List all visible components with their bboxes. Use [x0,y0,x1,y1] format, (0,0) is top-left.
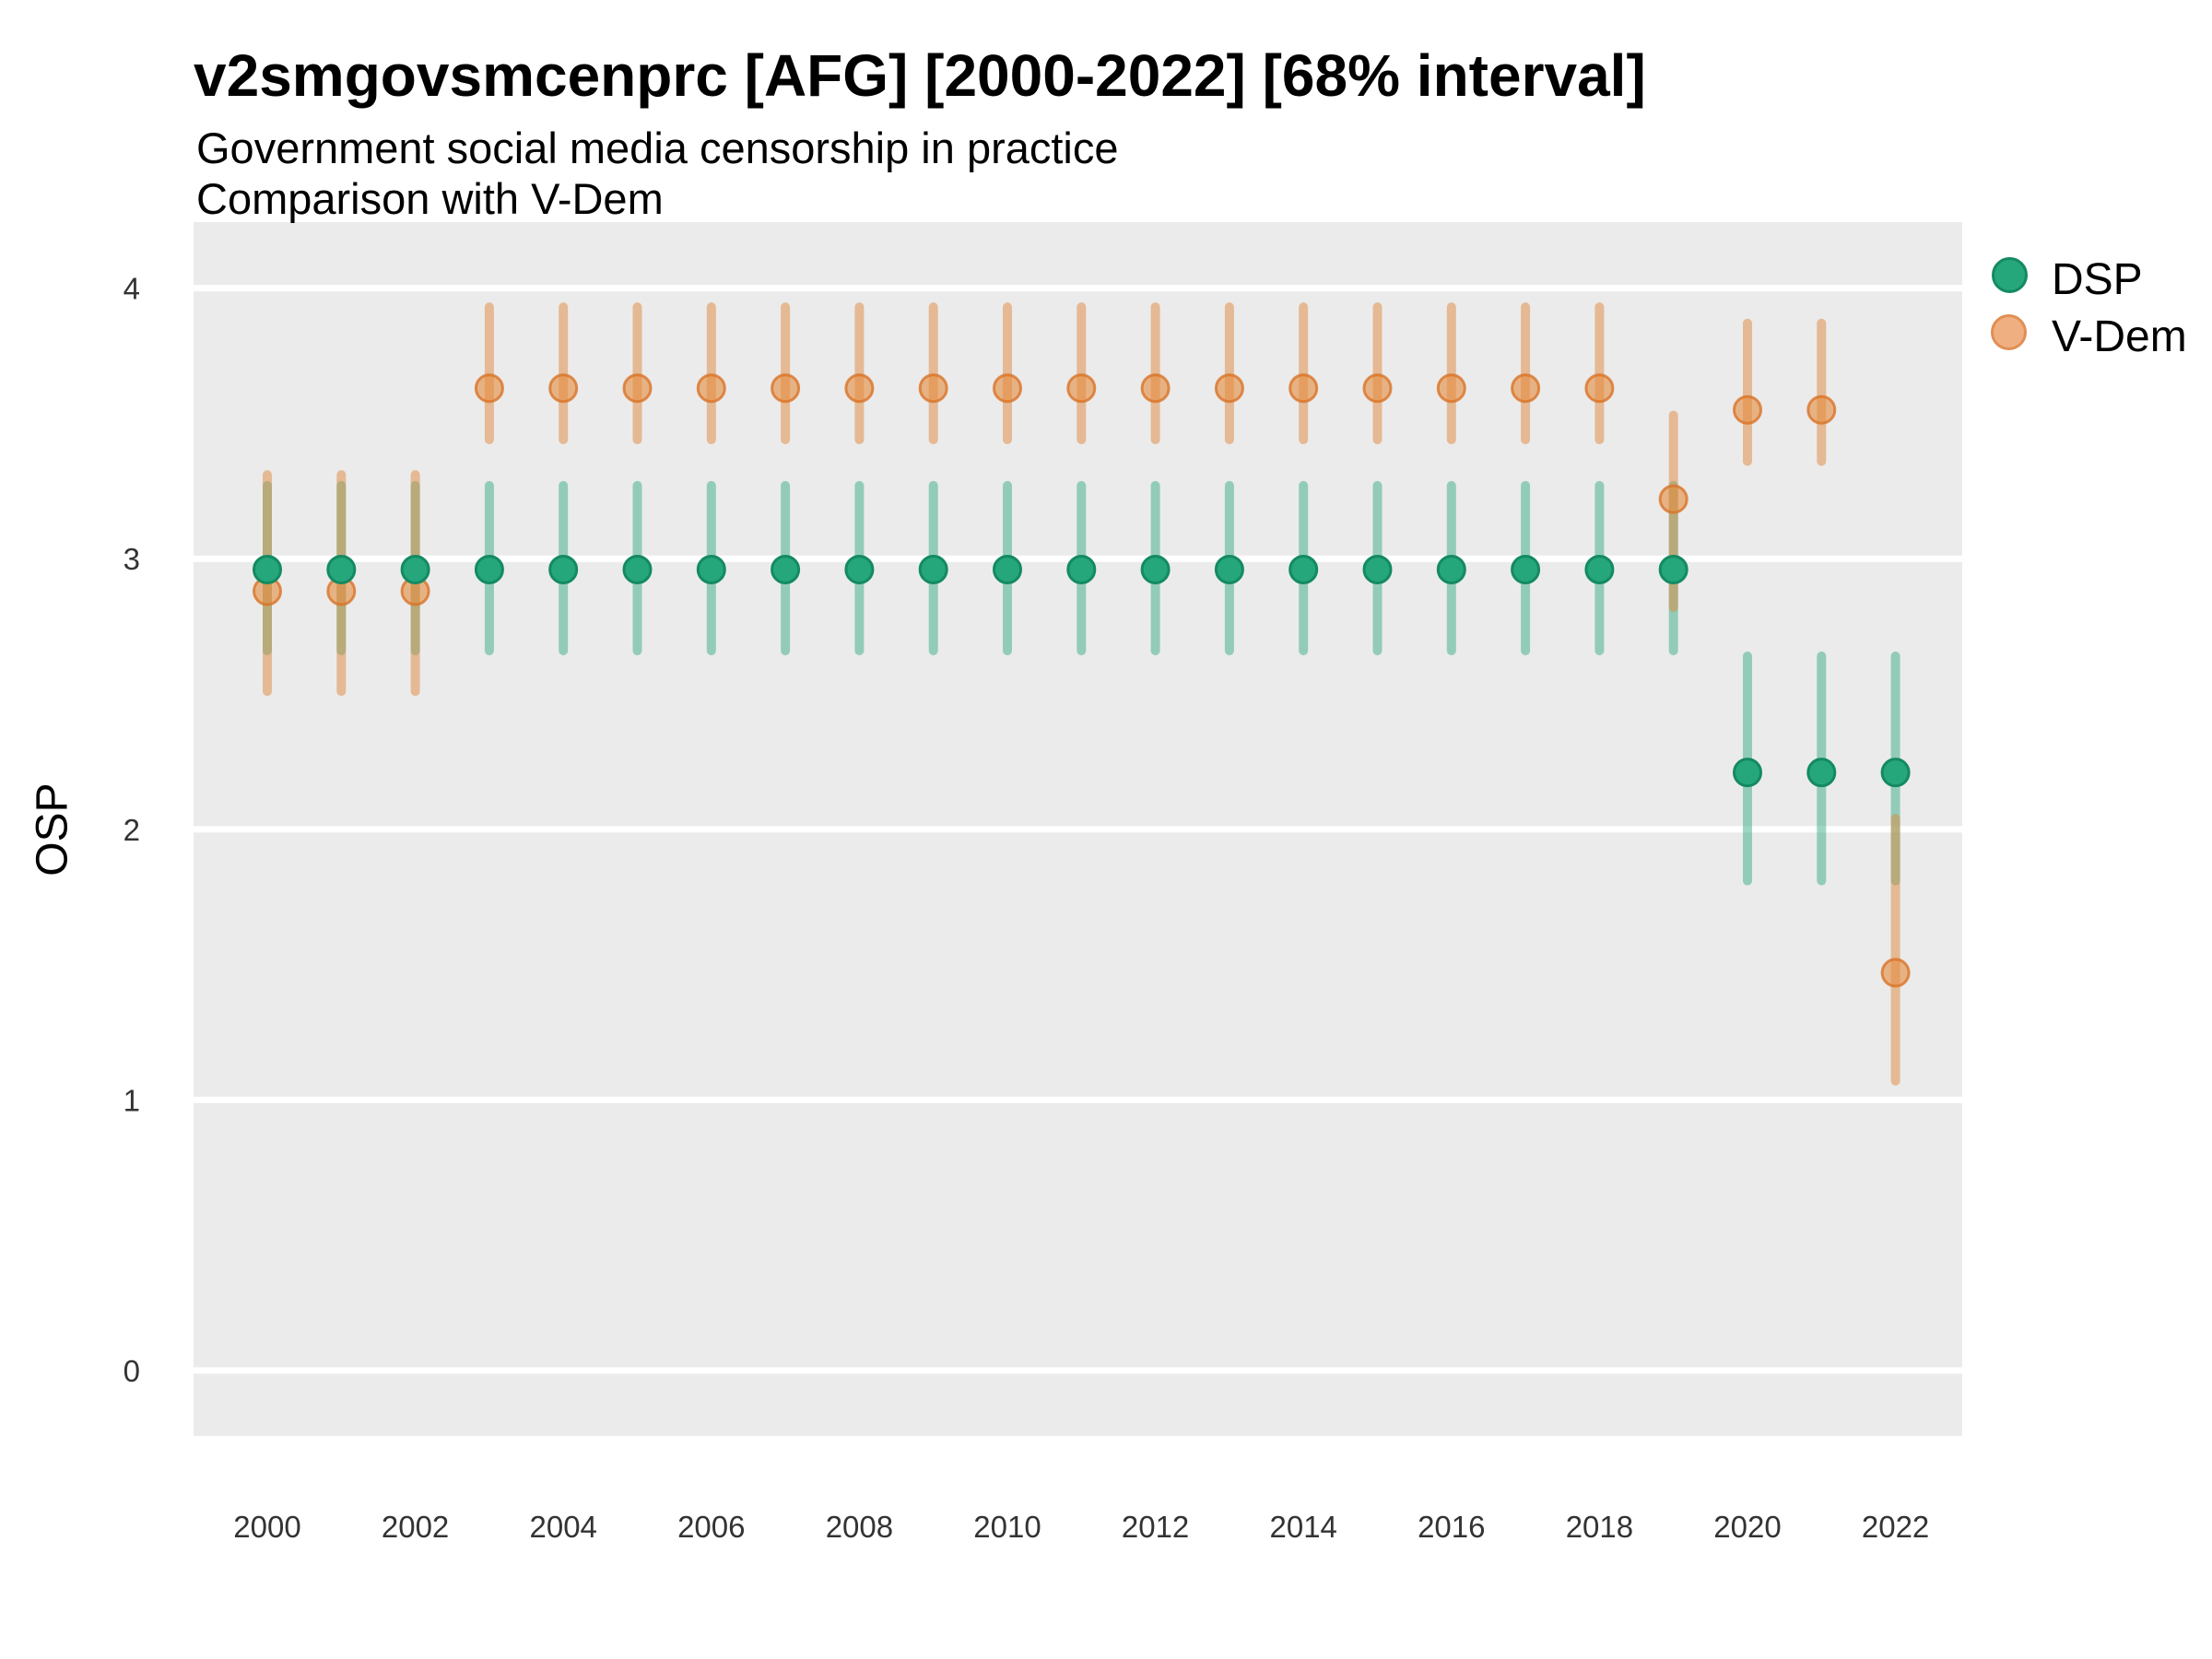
vdem-point-2013 [1214,373,1244,404]
vdem-point-2007 [771,373,801,404]
chart-subtitle-line2: Comparison with V-Dem [196,174,664,223]
vdem-point-2014 [1288,373,1319,404]
y-tick-label-0: 0 [124,1354,140,1388]
x-tick-label-2008: 2008 [826,1510,893,1544]
dsp-point-2022 [1880,758,1911,788]
vdem-point-2015 [1362,373,1393,404]
vdem-point-2004 [548,373,579,404]
chart-subtitle-line1: Government social media censorship in pr… [196,124,1119,172]
dsp-point-2015 [1362,554,1393,584]
vdem-point-2006 [696,373,726,404]
x-tick-label-2016: 2016 [1418,1510,1485,1544]
vdem-point-2005 [622,373,653,404]
dsp-point-2010 [993,554,1022,584]
y-tick-label-4: 4 [124,272,140,306]
dsp-point-2017 [1511,554,1541,584]
vdem-point-2017 [1511,373,1541,404]
y-tick-label-3: 3 [124,542,140,576]
x-tick-label-2018: 2018 [1566,1510,1633,1544]
x-tick-label-2022: 2022 [1862,1510,1929,1544]
dsp-point-2014 [1288,554,1319,584]
legend-dsp-swatch-icon [1992,257,2028,293]
chart-title: v2smgovsmcenprc [AFG] [2000-2022] [68% i… [194,42,1646,109]
x-tick-label-2002: 2002 [382,1510,449,1544]
x-tick-label-2014: 2014 [1269,1510,1336,1544]
dsp-point-2011 [1066,554,1097,584]
dsp-point-2008 [844,554,875,584]
x-tick-label-2000: 2000 [233,1510,300,1544]
x-tick-label-2006: 2006 [677,1510,745,1544]
dsp-point-2020 [1733,758,1762,788]
y-tick-label-1: 1 [124,1083,140,1117]
dsp-point-2002 [400,554,430,584]
vdem-point-2008 [844,373,875,404]
vdem-point-2012 [1140,373,1171,404]
vdem-point-2019 [1658,484,1688,514]
x-tick-label-2004: 2004 [529,1510,596,1544]
dsp-point-2006 [696,554,726,584]
vdem-point-2011 [1066,373,1097,404]
dsp-point-2016 [1436,554,1466,584]
y-axis-title: OSP [28,782,77,877]
legend-dsp-label: DSP [2052,255,2143,304]
vdem-point-2022 [1880,958,1911,988]
dsp-point-2007 [771,554,801,584]
dsp-point-2000 [253,554,282,584]
x-tick-label-2020: 2020 [1713,1510,1781,1544]
vdem-point-2016 [1436,373,1466,404]
legend-vdem-swatch-icon [1991,314,2027,350]
dsp-point-2005 [622,554,653,584]
dsp-point-2009 [918,554,948,584]
dsp-point-2004 [548,554,579,584]
dsp-point-2021 [1806,758,1837,788]
legend-vdem-label: V-Dem [2052,312,2187,361]
x-tick-label-2012: 2012 [1122,1510,1189,1544]
vdem-point-2018 [1584,373,1615,404]
dsp-point-2001 [326,554,357,584]
x-tick-label-2010: 2010 [973,1510,1041,1544]
dsp-point-2018 [1584,554,1615,584]
y-tick-label-2: 2 [124,813,140,847]
vdem-point-2010 [993,373,1022,404]
dsp-point-2003 [474,554,504,584]
vdem-point-2021 [1806,394,1837,425]
dsp-point-2019 [1658,554,1688,584]
vdem-point-2003 [474,373,504,404]
vdem-point-2009 [918,373,948,404]
dsp-point-2013 [1214,554,1244,584]
vdem-point-2020 [1733,394,1762,425]
dsp-point-2012 [1140,554,1171,584]
